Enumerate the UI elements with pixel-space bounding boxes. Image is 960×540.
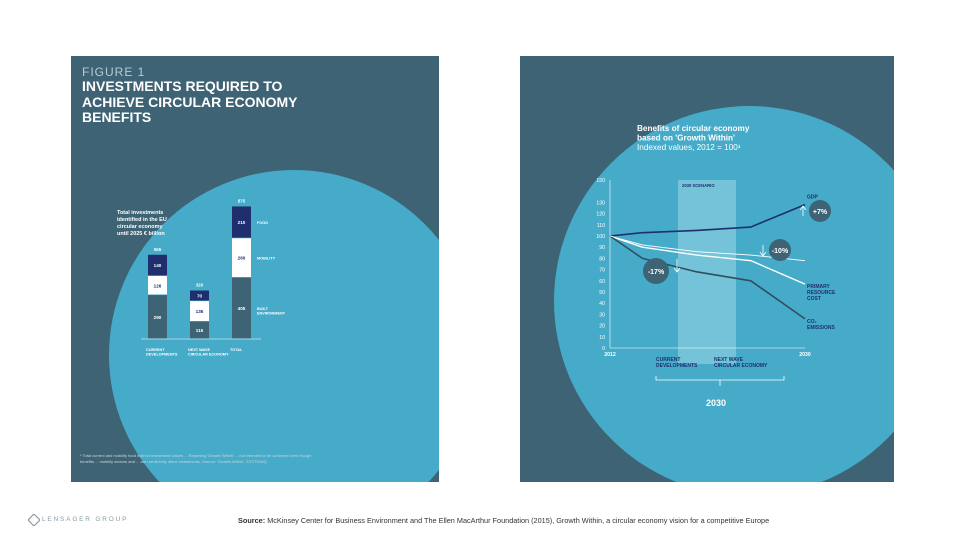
gdp-change-badge: +7% — [799, 200, 831, 222]
scenario-band — [678, 180, 736, 364]
bar-total-2: 875 — [238, 198, 246, 203]
source-text: McKinsey Center for Business Environment… — [267, 516, 770, 525]
total-investments-label: Total investments identified in the EU c… — [117, 210, 168, 237]
bar-mobility-2 — [232, 238, 251, 278]
bar-built-0 — [148, 295, 167, 339]
bar-food-1 — [190, 290, 209, 301]
figure-1-footnote: * Total current and mobility food indire… — [80, 453, 312, 464]
figure-1-panel: FIGURE 1 INVESTMENTS REQUIRED TO ACHIEVE… — [71, 56, 439, 482]
y-tick-label-11: 110 — [597, 223, 605, 229]
logo-text: LENSAGER GROUP — [42, 516, 129, 523]
series-label-food: FOOD — [257, 221, 268, 225]
line-label-co2: CO₂ EMISSIONS — [807, 319, 835, 331]
scenario-label: 2030 SCENARIO — [682, 183, 715, 188]
company-logo: LENSAGER GROUP — [28, 514, 148, 528]
y-tick-label-9: 90 — [599, 245, 605, 251]
series-label-mobility: MOBILITY — [257, 256, 276, 260]
x-tick-label-1: 2030 — [799, 352, 811, 358]
y-tick-label-13: 130 — [596, 200, 605, 206]
x-label-next-wave: NEXT WAVE CIRCULAR ECONOMY — [714, 357, 768, 369]
svg-text:-10%: -10% — [772, 248, 789, 255]
y-tick-label-6: 60 — [599, 279, 605, 285]
bar-mobility-1 — [190, 301, 209, 321]
figure-label: FIGURE 1 — [82, 65, 146, 79]
svg-text:+7%: +7% — [813, 209, 828, 216]
line-resource — [609, 235, 806, 285]
y-tick-label-2: 20 — [599, 324, 605, 330]
figure-1-title: INVESTMENTS REQUIRED TO ACHIEVE CIRCULAR… — [82, 78, 298, 125]
bar-value-built-2: 405 — [238, 306, 246, 311]
y-tick-label-0: 0 — [602, 346, 605, 352]
svg-text:-17%: -17% — [648, 269, 665, 276]
x-tick-label-0: 2012 — [604, 352, 616, 358]
logo-icon — [28, 514, 40, 526]
figure-2-title: Benefits of circular economy based on 'G… — [637, 124, 752, 152]
line-baseline — [609, 235, 806, 262]
series-label-built: BUILT ENVIRONMENT — [257, 307, 286, 316]
bar-mobility-0 — [148, 275, 167, 295]
bar-total-1: 320 — [196, 283, 204, 288]
y-tick-label-7: 70 — [599, 268, 605, 274]
y-tick-label-5: 50 — [599, 290, 605, 296]
x-label-current: CURRENT DEVELOPMENTS — [656, 357, 698, 369]
y-tick-label-4: 40 — [599, 301, 605, 307]
line-co2 — [609, 235, 806, 320]
line-label-gdp: GDP — [807, 195, 819, 201]
y-tick-label-10: 100 — [596, 234, 605, 240]
co2-change-badge: -17% — [643, 258, 681, 284]
investment-bar-chart: Total investments identified in the EU c… — [117, 198, 286, 357]
y-tick-label-14: 150 — [596, 178, 605, 184]
period-label: 2030 — [706, 398, 726, 408]
bar-value-food-1: 70 — [197, 294, 203, 299]
bar-total-0: 555 — [154, 247, 162, 252]
bar-category-label-2: TOTAL — [230, 348, 243, 352]
y-tick-label-1: 10 — [599, 335, 605, 341]
source-label: Source: — [238, 516, 266, 525]
line-label-resource: PRIMARY RESOURCE COST — [807, 284, 836, 302]
bar-value-built-1: 115 — [196, 328, 204, 333]
bar-value-food-0: 140 — [154, 263, 162, 268]
benefits-line-chart: Benefits of circular economy based on 'G… — [596, 124, 836, 408]
forward-arrows-icon — [333, 246, 419, 316]
source-citation: Source: McKinsey Center for Business Env… — [238, 516, 769, 525]
line-gdp — [609, 203, 806, 237]
bar-food-0 — [148, 254, 167, 276]
bar-built-1 — [190, 321, 209, 339]
bar-value-mobility-2: 260 — [238, 256, 246, 261]
y-tick-label-8: 80 — [599, 256, 605, 262]
bar-built-2 — [232, 277, 251, 339]
y-tick-label-12: 120 — [596, 212, 605, 218]
bar-value-mobility-1: 135 — [196, 309, 204, 314]
bar-value-food-2: 210 — [238, 220, 246, 225]
bar-value-mobility-0: 126 — [154, 283, 162, 288]
figure-2-panel: Benefits of circular economy based on 'G… — [520, 56, 894, 482]
y-tick-label-3: 30 — [599, 312, 605, 318]
bar-category-label-1: NEXT WAVE CIRCULAR ECONOMY — [188, 348, 229, 357]
bar-food-2 — [232, 206, 251, 238]
bar-category-label-0: CURRENT DEVELOPMENTS — [146, 348, 178, 357]
resource-change-badge: -10% — [759, 239, 791, 261]
bar-value-built-0: 290 — [154, 315, 162, 320]
